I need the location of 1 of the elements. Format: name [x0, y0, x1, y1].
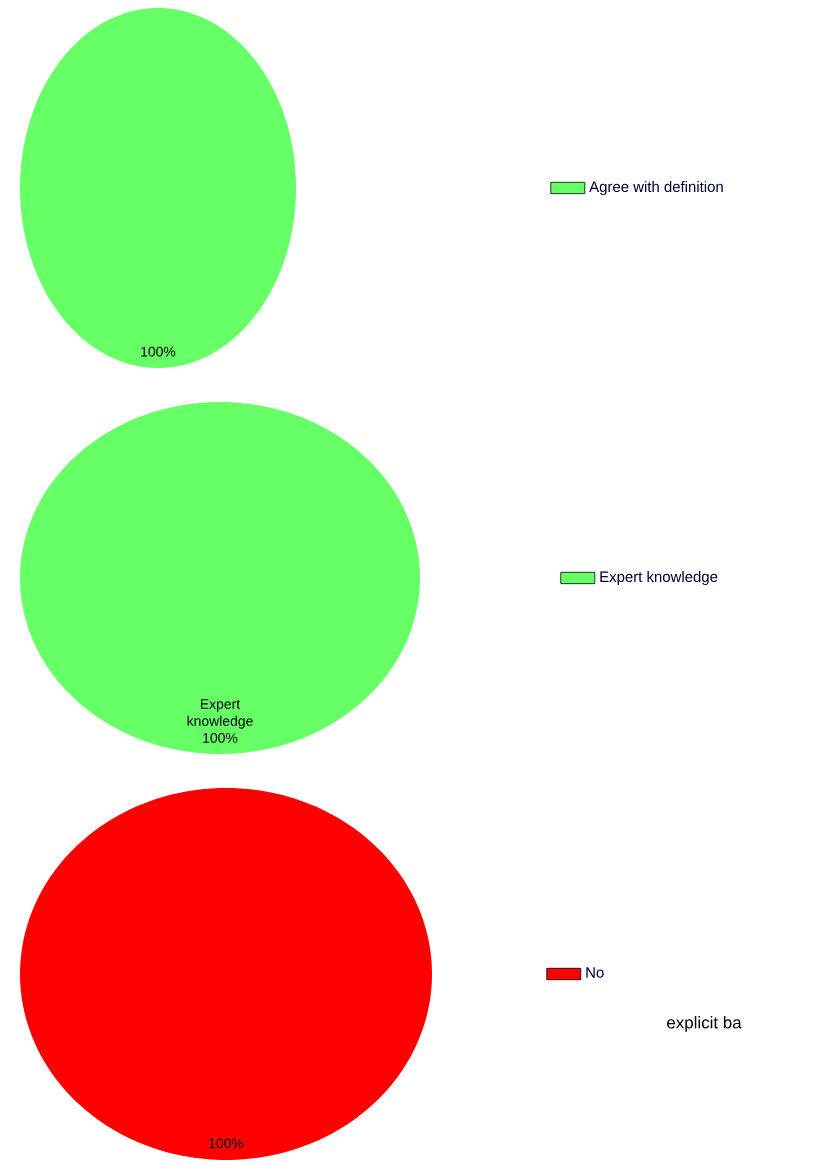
text: explicit ba — [667, 1016, 742, 1032]
